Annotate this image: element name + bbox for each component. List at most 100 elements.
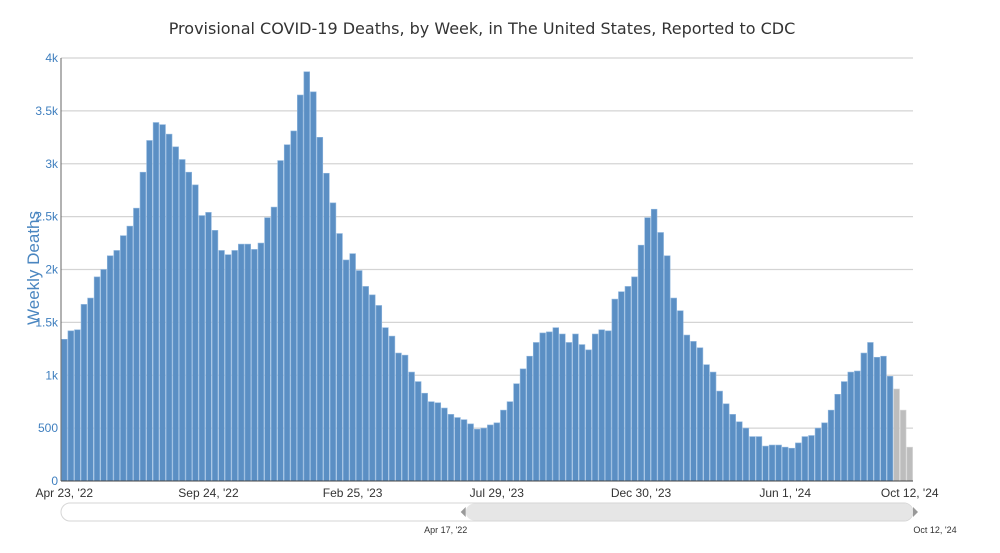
bar[interactable] [500, 409, 507, 482]
bar[interactable] [906, 446, 913, 482]
bar[interactable] [415, 381, 422, 482]
bar[interactable] [808, 435, 815, 482]
bar[interactable] [428, 401, 435, 482]
bar[interactable] [224, 254, 232, 482]
bar[interactable] [251, 249, 258, 482]
bar[interactable] [841, 381, 848, 482]
bar[interactable] [447, 414, 455, 482]
bar[interactable] [467, 423, 474, 482]
bar[interactable] [460, 419, 468, 482]
bar[interactable] [356, 270, 363, 482]
bar[interactable] [421, 392, 428, 482]
bar[interactable] [821, 422, 828, 482]
bar[interactable] [165, 133, 173, 482]
bar[interactable] [192, 184, 199, 482]
bar[interactable] [231, 250, 238, 482]
bar[interactable] [539, 332, 546, 482]
bar[interactable] [342, 259, 350, 482]
bar[interactable] [238, 243, 245, 482]
bar[interactable] [388, 335, 396, 482]
bar[interactable] [755, 436, 763, 482]
bar[interactable] [336, 233, 343, 482]
bar[interactable] [303, 71, 310, 482]
bar[interactable] [899, 409, 907, 482]
bar[interactable] [473, 428, 481, 482]
bar[interactable] [670, 297, 677, 482]
bar[interactable] [316, 137, 324, 482]
bar[interactable] [87, 297, 94, 482]
bar[interactable] [487, 424, 494, 482]
bar[interactable] [106, 255, 114, 482]
bar[interactable] [310, 91, 317, 482]
bar[interactable] [880, 355, 887, 482]
bar[interactable] [244, 243, 251, 482]
bar[interactable] [218, 250, 225, 482]
bar[interactable] [591, 333, 599, 482]
bar[interactable] [618, 291, 625, 482]
bar[interactable] [578, 344, 586, 482]
bar[interactable] [480, 427, 487, 482]
bar[interactable] [172, 146, 179, 482]
bar[interactable] [834, 393, 841, 482]
bar[interactable] [788, 447, 795, 482]
bar[interactable] [631, 276, 638, 482]
bar[interactable] [650, 208, 658, 482]
bar[interactable] [369, 294, 376, 482]
bar[interactable] [605, 330, 612, 482]
bar[interactable] [179, 159, 186, 482]
bar[interactable] [362, 286, 369, 482]
bar[interactable] [677, 310, 684, 482]
bar[interactable] [546, 331, 553, 482]
bar[interactable] [611, 298, 618, 482]
bar[interactable] [873, 356, 881, 482]
bar[interactable] [768, 444, 776, 482]
range-slider[interactable]: Apr 17, '22 Oct 12, '24 [60, 502, 957, 535]
range-slider-left-handle[interactable] [460, 507, 466, 517]
bar[interactable] [827, 409, 835, 482]
bar[interactable] [80, 304, 88, 482]
bar[interactable] [762, 445, 769, 482]
bar[interactable] [74, 329, 81, 482]
bar[interactable] [526, 355, 533, 482]
bar[interactable] [782, 446, 789, 482]
bar[interactable] [152, 122, 160, 482]
bar[interactable] [146, 140, 153, 482]
bar[interactable] [493, 422, 501, 482]
bar[interactable] [709, 371, 717, 482]
bar[interactable] [159, 124, 166, 482]
bar[interactable] [120, 235, 127, 482]
bar[interactable] [716, 390, 723, 482]
bar[interactable] [283, 144, 291, 482]
bar[interactable] [395, 352, 402, 482]
bar[interactable] [198, 215, 206, 482]
bar[interactable] [441, 407, 448, 482]
bar[interactable] [814, 427, 822, 482]
bar[interactable] [382, 327, 389, 482]
bar[interactable] [860, 352, 868, 482]
bar[interactable] [690, 341, 697, 482]
bar[interactable] [329, 202, 337, 482]
bar[interactable] [506, 401, 514, 482]
bar[interactable] [126, 225, 133, 482]
bar[interactable] [61, 338, 68, 482]
bar[interactable] [113, 250, 120, 482]
bar[interactable] [67, 330, 75, 482]
bar[interactable] [532, 342, 540, 482]
bar[interactable] [552, 327, 559, 482]
bar[interactable] [211, 230, 219, 482]
range-slider-selection[interactable] [465, 503, 913, 521]
bar[interactable] [257, 242, 265, 482]
bar[interactable] [683, 334, 691, 482]
bar[interactable] [519, 368, 527, 482]
bar[interactable] [585, 349, 592, 482]
bar[interactable] [742, 427, 750, 482]
bar[interactable] [598, 329, 605, 482]
bar[interactable] [624, 286, 632, 482]
bar[interactable] [703, 364, 710, 482]
bar[interactable] [664, 255, 671, 482]
bar[interactable] [290, 130, 297, 482]
bar[interactable] [185, 171, 192, 482]
bar[interactable] [736, 421, 743, 482]
bar[interactable] [408, 371, 415, 482]
bar[interactable] [264, 217, 271, 482]
